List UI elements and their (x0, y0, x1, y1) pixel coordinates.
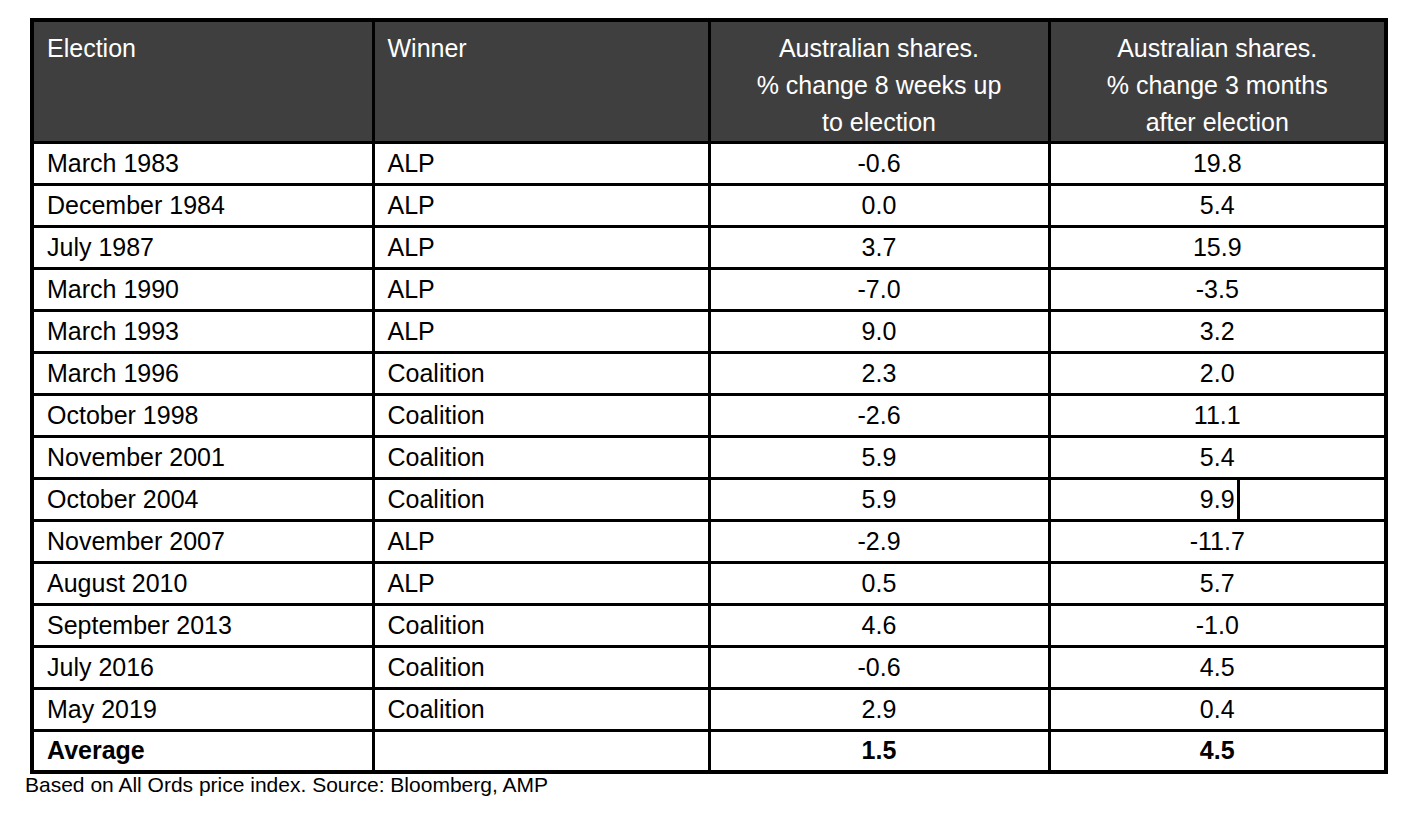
cell-change-after[interactable]: 5.7 (1049, 563, 1386, 605)
cell-change-before[interactable]: -0.6 (709, 647, 1049, 689)
cell-election[interactable]: September 2013 (32, 605, 373, 647)
cell-change-before[interactable]: 0.5 (709, 563, 1049, 605)
cell-election[interactable]: December 1984 (32, 185, 373, 227)
cell-winner[interactable]: Coalition (373, 647, 709, 689)
cell-change-before[interactable]: 9.0 (709, 311, 1049, 353)
cell-change-after[interactable]: 5.4 (1049, 437, 1386, 479)
cell-change-after[interactable]: 19.8 (1049, 143, 1386, 185)
cell-winner[interactable]: Coalition (373, 353, 709, 395)
cell-change-before[interactable]: 2.3 (709, 353, 1049, 395)
cell-change-before[interactable]: 3.7 (709, 227, 1049, 269)
cell-change-before[interactable]: -7.0 (709, 269, 1049, 311)
table-row: March 1983 ALP -0.6 19.8 (32, 143, 1386, 185)
source-footnote: Based on All Ords price index. Source: B… (25, 772, 548, 798)
cell-change-after[interactable]: -1.0 (1049, 605, 1386, 647)
column-header-change-after[interactable]: Australian shares. % change 3 months aft… (1049, 20, 1386, 143)
cell-change-after[interactable]: 3.2 (1049, 311, 1386, 353)
cell-election[interactable]: March 1990 (32, 269, 373, 311)
cell-winner[interactable]: ALP (373, 563, 709, 605)
table-row: July 1987 ALP 3.7 15.9 (32, 227, 1386, 269)
cell-election[interactable]: July 1987 (32, 227, 373, 269)
table-row: March 1990 ALP -7.0 -3.5 (32, 269, 1386, 311)
cell-change-after[interactable]: 15.9 (1049, 227, 1386, 269)
cell-winner[interactable]: Coalition (373, 437, 709, 479)
cell-change-before[interactable]: 4.6 (709, 605, 1049, 647)
column-header-change-before[interactable]: Australian shares. % change 8 weeks up t… (709, 20, 1049, 143)
cell-winner[interactable]: Coalition (373, 395, 709, 437)
table-row: November 2007 ALP -2.9 -11.7 (32, 521, 1386, 563)
cell-winner[interactable]: ALP (373, 269, 709, 311)
cell-average-winner[interactable] (373, 731, 709, 772)
cell-change-after-with-cursor[interactable]: 9.9 (1049, 479, 1386, 521)
cell-average-change-after[interactable]: 4.5 (1049, 731, 1386, 772)
cell-text-wrap: 9.9 (1200, 485, 1235, 514)
cell-election[interactable]: November 2001 (32, 437, 373, 479)
cell-election[interactable]: March 1983 (32, 143, 373, 185)
cell-winner[interactable]: ALP (373, 521, 709, 563)
cell-election[interactable]: October 1998 (32, 395, 373, 437)
cell-change-after[interactable]: 4.5 (1049, 647, 1386, 689)
table-row: May 2019 Coalition 2.9 0.4 (32, 689, 1386, 731)
cell-change-after[interactable]: -11.7 (1049, 521, 1386, 563)
table-row: March 1996 Coalition 2.3 2.0 (32, 353, 1386, 395)
cell-change-before[interactable]: 5.9 (709, 437, 1049, 479)
cell-change-before[interactable]: 0.0 (709, 185, 1049, 227)
election-shares-table: Election Winner Australian shares. % cha… (30, 18, 1388, 774)
table-row: November 2001 Coalition 5.9 5.4 (32, 437, 1386, 479)
cell-election[interactable]: March 1996 (32, 353, 373, 395)
table-row: October 2004 Coalition 5.9 9.9 (32, 479, 1386, 521)
cell-election[interactable]: May 2019 (32, 689, 373, 731)
cell-change-after[interactable]: 2.0 (1049, 353, 1386, 395)
cell-election[interactable]: November 2007 (32, 521, 373, 563)
cell-election[interactable]: March 1993 (32, 311, 373, 353)
cell-winner[interactable]: Coalition (373, 605, 709, 647)
cell-change-after[interactable]: -3.5 (1049, 269, 1386, 311)
cell-change-before[interactable]: 2.9 (709, 689, 1049, 731)
table-row: August 2010 ALP 0.5 5.7 (32, 563, 1386, 605)
text-cursor (1237, 480, 1240, 520)
cell-election[interactable]: July 2016 (32, 647, 373, 689)
cell-winner[interactable]: ALP (373, 143, 709, 185)
table-row: September 2013 Coalition 4.6 -1.0 (32, 605, 1386, 647)
header-row: Election Winner Australian shares. % cha… (32, 20, 1386, 143)
table-row: October 1998 Coalition -2.6 11.1 (32, 395, 1386, 437)
page: Election Winner Australian shares. % cha… (0, 0, 1414, 818)
average-row: Average 1.5 4.5 (32, 731, 1386, 772)
cell-winner[interactable]: Coalition (373, 689, 709, 731)
cell-change-before[interactable]: 5.9 (709, 479, 1049, 521)
cell-average-label[interactable]: Average (32, 731, 373, 772)
table-row: July 2016 Coalition -0.6 4.5 (32, 647, 1386, 689)
table-row: March 1993 ALP 9.0 3.2 (32, 311, 1386, 353)
cell-winner[interactable]: ALP (373, 185, 709, 227)
cell-average-change-before[interactable]: 1.5 (709, 731, 1049, 772)
table-row: December 1984 ALP 0.0 5.4 (32, 185, 1386, 227)
cell-winner[interactable]: Coalition (373, 479, 709, 521)
cell-change-before[interactable]: -2.9 (709, 521, 1049, 563)
cell-value: 9.9 (1200, 485, 1235, 513)
cell-change-after[interactable]: 11.1 (1049, 395, 1386, 437)
column-header-winner[interactable]: Winner (373, 20, 709, 143)
cell-winner[interactable]: ALP (373, 227, 709, 269)
column-header-election[interactable]: Election (32, 20, 373, 143)
cell-change-before[interactable]: -0.6 (709, 143, 1049, 185)
cell-election[interactable]: August 2010 (32, 563, 373, 605)
cell-change-after[interactable]: 5.4 (1049, 185, 1386, 227)
cell-change-before[interactable]: -2.6 (709, 395, 1049, 437)
cell-election[interactable]: October 2004 (32, 479, 373, 521)
cell-change-after[interactable]: 0.4 (1049, 689, 1386, 731)
cell-winner[interactable]: ALP (373, 311, 709, 353)
